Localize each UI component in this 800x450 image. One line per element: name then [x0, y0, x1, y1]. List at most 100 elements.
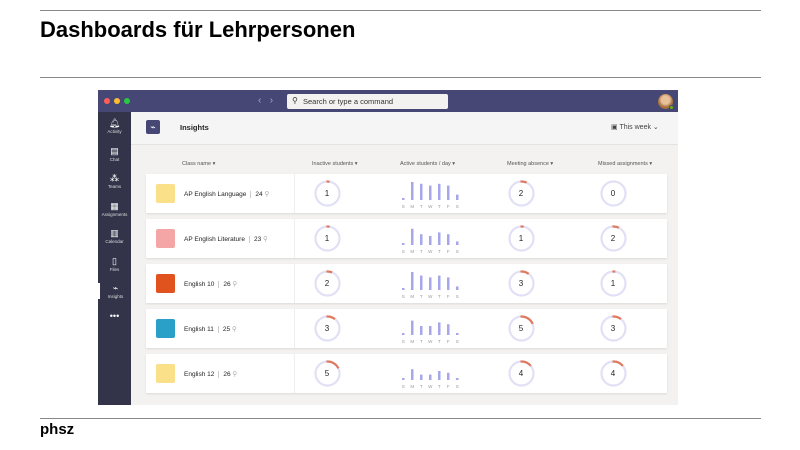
- missed-ring[interactable]: 0: [599, 179, 628, 208]
- ring-chart: [599, 315, 627, 342]
- sidebar-item-label: Insights: [107, 294, 124, 299]
- column-missed-assignments[interactable]: Missed assignments ▾: [598, 161, 653, 167]
- column-inactive-students[interactable]: Inactive students ▾: [312, 161, 358, 167]
- footer-logo-text: phsz: [40, 421, 75, 438]
- back-icon[interactable]: ‹: [258, 95, 262, 106]
- activity-bar: [429, 277, 432, 290]
- class-name[interactable]: English 10 26 ⚲: [184, 280, 238, 288]
- meeting_absence-ring[interactable]: 1: [507, 224, 536, 253]
- search-input[interactable]: ⚲ Search or type a command: [287, 94, 448, 109]
- inactive-value: 3: [324, 324, 330, 333]
- column-class-name[interactable]: Class name ▾: [182, 161, 216, 167]
- sidebar-item-insights[interactable]: ⌁ Insights: [98, 283, 131, 299]
- class-name-label: English 12: [184, 371, 215, 378]
- class-icon: [156, 364, 175, 383]
- day-label: M: [410, 339, 414, 344]
- activity-bar: [447, 234, 450, 245]
- missed-ring[interactable]: 1: [599, 269, 628, 298]
- activity-bar: [402, 243, 405, 245]
- person-icon: ⚲: [232, 281, 238, 288]
- minimize-window-button[interactable]: [114, 98, 120, 104]
- ring-chart: [507, 315, 535, 342]
- forward-icon[interactable]: ›: [269, 95, 274, 106]
- column-active-students[interactable]: Active students / day ▾: [400, 161, 456, 167]
- maximize-window-button[interactable]: [124, 98, 130, 104]
- day-label: S: [402, 384, 405, 389]
- day-label: S: [402, 339, 405, 344]
- sidebar: 🔔︎ Activity ▤ Chat ⁂ Teams ▦ Assignments ▥ Calend…: [98, 112, 131, 405]
- class-name[interactable]: English 11 25 ⚲: [184, 325, 237, 333]
- missed-ring[interactable]: 4: [599, 359, 628, 388]
- sidebar-item-calendar[interactable]: ▥ Calendar: [98, 228, 131, 244]
- chevron-down-icon: ⌄: [652, 124, 659, 131]
- day-label: M: [410, 204, 414, 209]
- close-window-button[interactable]: [104, 98, 110, 104]
- ring-chart: [599, 360, 627, 387]
- sidebar-item-chat[interactable]: ▤ Chat: [98, 146, 131, 162]
- class-name[interactable]: AP English Literature 23 ⚲: [184, 235, 268, 243]
- sidebar-item-more[interactable]: •••: [98, 311, 131, 321]
- inactive-ring[interactable]: 5: [313, 359, 342, 388]
- student-count: 26: [223, 371, 231, 378]
- activity-bar: [447, 185, 450, 200]
- insights-icon: ⌁: [112, 283, 119, 293]
- inactive-ring[interactable]: 1: [313, 224, 342, 253]
- period-dropdown[interactable]: ▣ This week ⌄: [611, 123, 659, 131]
- inactive-value: 2: [324, 279, 330, 288]
- meeting_absence-ring[interactable]: 5: [507, 314, 536, 343]
- activity-bar: [429, 374, 432, 380]
- inactive-ring[interactable]: 3: [313, 314, 342, 343]
- missed-ring[interactable]: 2: [599, 224, 628, 253]
- activity-bar: [456, 286, 459, 290]
- student-count: 23: [253, 236, 262, 243]
- activity-bar: [447, 372, 450, 380]
- avatar[interactable]: [658, 94, 674, 110]
- sidebar-item-label: Assignments: [101, 211, 128, 217]
- day-label: S: [456, 294, 459, 299]
- ring-chart: [507, 225, 535, 252]
- meeting_absence-ring[interactable]: 4: [507, 359, 536, 388]
- day-label: M: [410, 294, 414, 299]
- day-label: S: [402, 249, 405, 254]
- column-meeting-absence[interactable]: Meeting absence ▾: [507, 161, 554, 167]
- meeting_absence-value: 3: [518, 279, 524, 288]
- bell-icon: 🔔︎: [108, 118, 121, 128]
- search-placeholder: Search or type a command: [303, 97, 394, 106]
- day-label: M: [410, 384, 414, 389]
- day-label: S: [456, 384, 459, 389]
- class-name[interactable]: AP English Language 24 ⚲: [184, 190, 270, 198]
- activity-bar: [411, 369, 414, 380]
- missed-ring[interactable]: 3: [599, 314, 628, 343]
- sidebar-item-label: Chat: [109, 156, 120, 162]
- meeting_absence-ring[interactable]: 2: [507, 179, 536, 208]
- activity-bar: [411, 182, 414, 200]
- inactive-ring[interactable]: 1: [313, 179, 342, 208]
- person-icon: ⚲: [232, 371, 238, 378]
- meeting_absence-ring[interactable]: 3: [507, 269, 536, 298]
- files-icon: ▯: [112, 255, 117, 266]
- sidebar-item-files[interactable]: ▯ Files: [98, 256, 131, 272]
- sidebar-item-activity[interactable]: 🔔︎ Activity: [98, 118, 131, 134]
- sidebar-item-label: Activity: [107, 129, 122, 134]
- sidebar-item-assignments[interactable]: ▦ Assignments: [98, 201, 131, 217]
- sidebar-item-teams[interactable]: ⁂ Teams: [98, 173, 131, 189]
- inactive-value: 5: [324, 369, 330, 378]
- ring-chart: [599, 270, 627, 297]
- activity-bar: [456, 194, 459, 200]
- meeting_absence-value: 4: [518, 369, 524, 378]
- day-label: T: [420, 249, 423, 254]
- meeting_absence-value: 2: [518, 189, 524, 198]
- inactive-ring[interactable]: 2: [313, 269, 342, 298]
- class-name[interactable]: English 12 26 ⚲: [184, 370, 238, 378]
- class-icon: [156, 184, 175, 203]
